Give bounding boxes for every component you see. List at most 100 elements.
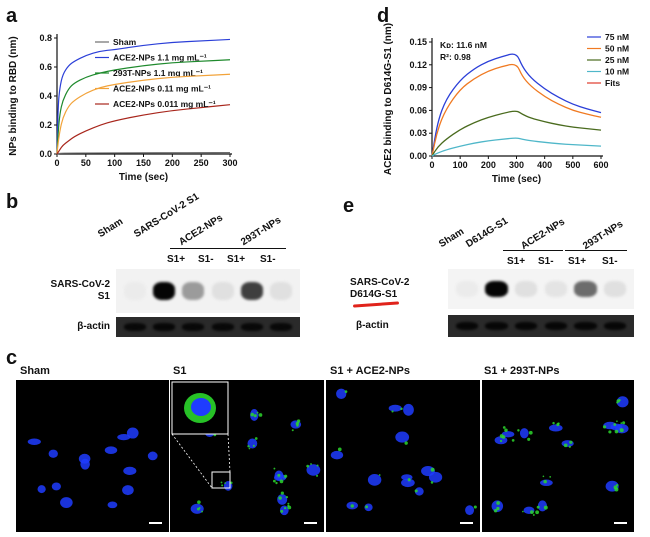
green-signal [306, 464, 310, 468]
x-tick-label: 500 [565, 160, 580, 170]
legend-label: 75 nM [605, 32, 629, 42]
blot-band [270, 282, 293, 300]
nucleus [48, 449, 58, 458]
blot-band [123, 282, 146, 300]
nucleus [123, 466, 137, 476]
green-signal [365, 505, 369, 509]
scale-bar [149, 522, 162, 524]
nucleus [277, 494, 288, 505]
green-signal [258, 413, 263, 417]
legend-label: ACE2-NPs 0.11 mg mL⁻¹ [113, 84, 211, 94]
legend-label: 10 nM [605, 67, 629, 77]
series-line [431, 110, 602, 157]
series-line [431, 53, 602, 157]
blot-band [544, 281, 568, 297]
green-signal [287, 502, 290, 505]
green-signal [532, 514, 535, 516]
micrograph-293t-nps [482, 380, 634, 532]
green-signal [310, 463, 312, 465]
legend-label: Sham [113, 37, 137, 47]
green-signal [602, 425, 607, 429]
blot-band [211, 323, 234, 331]
micro-title-sham: Sham [20, 365, 50, 377]
y-tick-label: 0.4 [39, 91, 52, 101]
green-signal [496, 506, 500, 511]
green-signal [527, 437, 531, 441]
y-tick-label: 0.0 [39, 149, 52, 159]
nucleus [367, 474, 382, 486]
x-tick-label: 200 [165, 158, 180, 168]
green-signal [254, 437, 258, 440]
green-signal [563, 443, 568, 448]
green-signal [252, 444, 255, 447]
blot-header-sham: Sham [437, 226, 467, 250]
green-signal [247, 445, 250, 448]
micrograph-s1 [170, 380, 324, 532]
y-tick-label: 0.06 [409, 105, 427, 115]
green-signal [197, 500, 201, 504]
blot-header-ace2: ACE2-NPs [519, 216, 567, 252]
blot-band [123, 323, 146, 331]
blot-band [211, 282, 234, 300]
x-tick-label: 200 [481, 160, 496, 170]
blot-strip-s1 [116, 269, 300, 313]
panel-label-e: e [343, 195, 355, 217]
legend-label: ACE2-NPs 1.1 mg mL⁻¹ [113, 53, 207, 63]
blot-header-d614g: D614G-S1 [464, 215, 511, 250]
legend-label: ACE2-NPs 0.011 mg mL⁻¹ [113, 99, 216, 109]
blot-band [455, 321, 479, 331]
green-signal [280, 491, 284, 495]
western-blot-e: Sham D614G-S1 ACE2-NPs 293T-NPs S1+ S1- … [350, 205, 650, 345]
blot-band [152, 323, 176, 331]
nucleus [548, 424, 563, 432]
green-signal [569, 440, 573, 444]
sub-label: S1- [260, 254, 276, 265]
y-tick-label: 0.2 [39, 120, 52, 130]
row-label-s1: SARS-CoV-2 D614G-S1 [350, 277, 440, 301]
green-signal [613, 423, 617, 426]
green-signal [499, 439, 503, 443]
micro-title-293t: S1 + 293T-NPs [484, 365, 560, 377]
y-axis-title: NPs binding to RBD (nm) [8, 36, 19, 155]
green-signal [430, 467, 435, 472]
y-tick-label: 0.09 [409, 83, 427, 93]
micrograph-background [16, 380, 169, 532]
green-signal [608, 430, 612, 434]
green-signal [275, 481, 278, 485]
green-signal [253, 414, 257, 418]
nucleus [414, 487, 424, 496]
series-line [56, 151, 231, 155]
blot-band [182, 282, 205, 300]
legend-label: 293T-NPs 1.1 mg mL⁻¹ [113, 68, 203, 78]
green-signal [221, 484, 224, 487]
red-underline-mark [352, 301, 400, 308]
x-axis-title: Time (sec) [492, 174, 541, 185]
sub-label: S1- [602, 256, 618, 267]
blot-band [574, 281, 597, 297]
nucleus [51, 482, 61, 491]
nucleus [428, 471, 443, 483]
series-line [431, 137, 602, 157]
blot-header-sham: Sham [96, 216, 126, 240]
row-label-line: SARS-CoV-2 [50, 279, 110, 290]
nucleus [104, 446, 118, 455]
nucleus [60, 497, 73, 508]
nucleus [274, 474, 287, 482]
micro-title-s1: S1 [173, 365, 187, 377]
nucleus [465, 505, 475, 516]
green-signal [198, 507, 201, 509]
green-signal [511, 439, 515, 442]
green-signal [248, 447, 251, 450]
blot-header-293t: 293T-NPs [581, 218, 626, 252]
series-line [56, 73, 231, 155]
green-signal [568, 445, 571, 448]
green-signal [296, 419, 301, 423]
x-tick-label: 300 [222, 158, 237, 168]
x-tick-label: 250 [194, 158, 209, 168]
series-line [56, 59, 231, 155]
green-signal [284, 474, 288, 478]
panel-label-c: c [6, 347, 18, 369]
series-line [56, 38, 231, 155]
sub-label: S1- [198, 254, 214, 265]
scale-bar [460, 522, 473, 524]
